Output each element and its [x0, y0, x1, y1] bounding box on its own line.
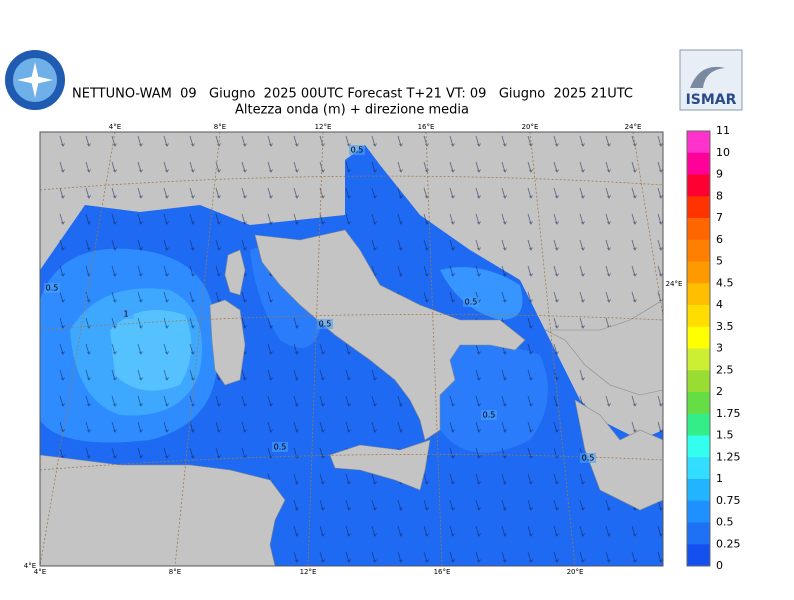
subtitle: Altezza onda (m) + direzione media [235, 103, 469, 118]
colorbar-label: 0 [716, 559, 723, 572]
contour-label-bg [349, 145, 365, 155]
contour-label: 0.5 [351, 146, 364, 155]
colorbar-segment [687, 500, 710, 523]
colorbar-label: 6 [716, 233, 723, 246]
colorbar-label: 1.25 [716, 450, 741, 463]
colorbar-segment [687, 239, 710, 262]
colorbar-segment [687, 326, 710, 349]
contour-label: 0.5 [46, 284, 59, 293]
colorbar-label: 7 [716, 211, 723, 224]
colorbar-segment [687, 479, 710, 502]
colorbar-label: 0.75 [716, 494, 741, 507]
colorbar-label: 2 [716, 385, 723, 398]
colorbar-segment [687, 218, 710, 241]
top-lon-label: 24°E [625, 123, 642, 131]
contour-label-bg [272, 442, 288, 452]
top-lon-label: 16°E [418, 123, 435, 131]
colorbar-label: 1.5 [716, 429, 734, 442]
colorbar-segment [687, 261, 710, 284]
left-label: 4°E [24, 562, 36, 570]
colorbar-label: 11 [716, 124, 730, 137]
colorbar-label: 10 [716, 146, 730, 159]
top-lon-label: 4°E [109, 123, 121, 131]
colorbar-segment [687, 522, 710, 545]
colorbar-label: 1 [716, 472, 723, 485]
colorbar-label: 8 [716, 189, 723, 202]
colorbar-segment [687, 435, 710, 458]
right-label: 24°E [666, 280, 683, 288]
colorbar-label: 3.5 [716, 320, 734, 333]
colorbar-segment [687, 174, 710, 197]
contour-label: 0.5 [483, 411, 496, 420]
colorbar-segment [687, 413, 710, 436]
colorbar-segment [687, 305, 710, 328]
colorbar-label: 4.5 [716, 276, 734, 289]
colorbar-label: 0.25 [716, 537, 741, 550]
colorbar-segment [687, 348, 710, 371]
colorbar-frame [686, 130, 711, 567]
map-frame [39, 131, 664, 567]
colorbar-label: 0.5 [716, 516, 734, 529]
colorbar-segment [687, 392, 710, 415]
colorbar-label: 2.5 [716, 363, 734, 376]
contour-label-bg [44, 283, 60, 293]
colorbar-segment [687, 196, 710, 219]
colorbar-label: 3 [716, 342, 723, 355]
contour-label: 1 [123, 310, 128, 319]
top-lon-label: 12°E [315, 123, 332, 131]
logo-text: ISMAR [686, 92, 737, 108]
colorbar: 11 10 9 8 7 6 5 4.5 4 3.5 3 2.5 2 1.75 1.5 1.25 1 0.75 0.5… [686, 124, 741, 572]
contour-label-bg [317, 319, 333, 329]
bottom-lon-label: 16°E [434, 568, 451, 576]
colorbar-label: 4 [716, 298, 723, 311]
contour-label: 0.5 [465, 298, 478, 307]
top-lon-label: 20°E [522, 123, 539, 131]
title: NETTUNO-WAM 09 Giugno 2025 00UTC Forecas… [72, 87, 633, 102]
bottom-lon-label: 4°E [34, 568, 46, 576]
contour-label: 0.5 [319, 320, 332, 329]
colorbar-label: 9 [716, 168, 723, 181]
bottom-lon-label: 12°E [300, 568, 317, 576]
contour-label-bg [118, 309, 134, 319]
colorbar-label: 1.75 [716, 407, 741, 420]
colorbar-segment [687, 152, 710, 175]
contour-label: 0.5 [274, 443, 287, 452]
map [40, 132, 663, 566]
top-lon-label: 8°E [214, 123, 226, 131]
colorbar-segment [687, 283, 710, 306]
contour-label-bg [580, 453, 596, 463]
contour-label: 0.5 [582, 454, 595, 463]
bottom-lon-label: 20°E [567, 568, 584, 576]
right-logo: ISMAR [679, 49, 743, 111]
contour-label-bg [481, 410, 497, 420]
colorbar-segment [687, 131, 710, 154]
contour-label-bg [463, 297, 479, 307]
colorbar-label: 5 [716, 255, 723, 268]
map-labels: 4°E 8°E 12°E 16°E 20°E 24°E 4°E 8°E 12°E 16°E 20°E… [24, 123, 683, 576]
colorbar-segment [687, 370, 710, 393]
bottom-lon-label: 8°E [169, 568, 181, 576]
colorbar-segment [687, 544, 710, 567]
left-logo [5, 50, 65, 110]
colorbar-segment [687, 457, 710, 480]
